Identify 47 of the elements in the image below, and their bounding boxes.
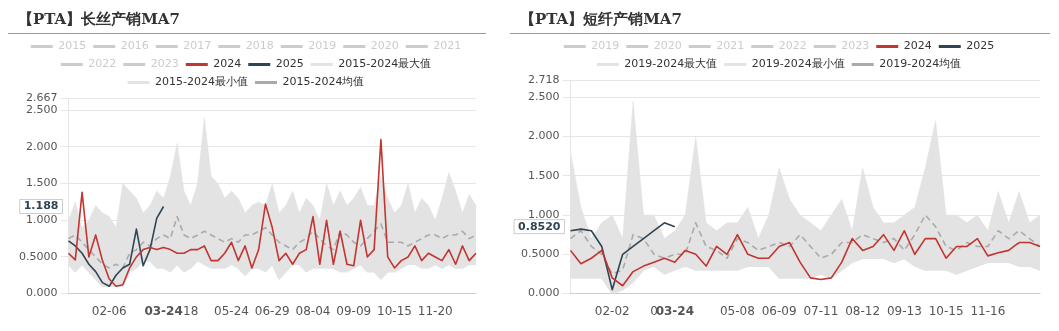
- x-tick-label: 06-29: [254, 303, 290, 318]
- x-tick-label: 18: [183, 303, 199, 318]
- x-tick-label: 11-20: [417, 303, 453, 318]
- x-tick-label: 02-02: [594, 303, 630, 318]
- x-tick-label: 03-24: [144, 303, 183, 318]
- y-tick-label: 2.500: [25, 103, 58, 117]
- y-tick-label: 1.000: [527, 207, 560, 221]
- x-tick-label: 08-12: [845, 303, 881, 318]
- x-tick-label: 09-09: [336, 303, 372, 318]
- legend-label: 2015-2024最大值: [338, 57, 432, 71]
- x-tick-label: 05-24: [214, 303, 249, 318]
- legend-label: 2015-2024均值: [282, 75, 365, 89]
- y-tick-label: 0.000: [527, 286, 560, 300]
- legend-label: 2019-2024均值: [879, 57, 962, 71]
- y-tick-label: 0.5000: [520, 247, 560, 261]
- x-tick-label: 08-04: [295, 303, 331, 318]
- x-tick-label: 03-24: [655, 303, 695, 318]
- y-tick-label: 1.500: [527, 168, 560, 182]
- y-tick-label: 2.000: [527, 129, 560, 143]
- chart-title: 【PTA】短纤产销MA7: [510, 8, 1050, 34]
- y-tick-label: 2.000: [25, 139, 58, 153]
- x-tick-label: 10-15: [928, 303, 964, 318]
- chart-title: 【PTA】长丝产销MA7: [8, 8, 486, 34]
- y-tick-label: 0.000: [25, 286, 58, 300]
- x-tick-label: 02-06: [91, 303, 127, 318]
- x-tick-label: 0: [650, 303, 658, 318]
- y-tick-label: 2.718: [527, 72, 560, 86]
- legend-label: 2024: [903, 39, 932, 53]
- x-tick-label: 09-13: [886, 303, 922, 318]
- y-tick-label: 1.000: [25, 213, 58, 227]
- x-tick-label: 07-11: [803, 303, 839, 318]
- legend-label: 2024: [213, 57, 242, 71]
- y-tick-label: 2.667: [25, 90, 58, 104]
- legend-label: 2025: [275, 57, 304, 71]
- legend-label: 2015-2024最小值: [155, 75, 249, 89]
- x-tick-label: 06-09: [761, 303, 797, 318]
- legend-label: 2025: [966, 39, 995, 53]
- y-tick-label: 1.500: [25, 176, 58, 190]
- x-tick-label: 05-08: [719, 303, 755, 318]
- legend-label: 2019-2024最小值: [751, 57, 845, 71]
- y-tick-label: 2.500: [527, 89, 560, 103]
- text: 1.188: [23, 199, 59, 213]
- y-tick-label: 0.5000: [18, 249, 58, 263]
- x-tick-label: 10-15: [377, 303, 412, 318]
- legend-label: 2019-2024最大值: [624, 57, 718, 71]
- x-tick-label: 11-16: [970, 303, 1006, 318]
- text: 0.8520: [518, 219, 561, 233]
